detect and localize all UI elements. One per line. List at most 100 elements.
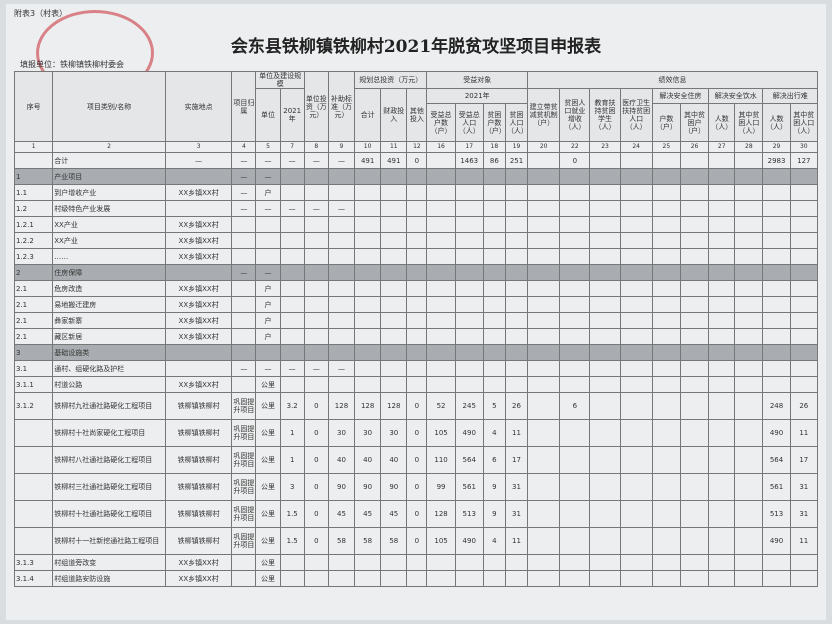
table-cell <box>734 392 764 420</box>
table-cell <box>527 280 561 297</box>
table-cell: 村道公路 <box>52 376 166 393</box>
table-cell <box>679 200 710 217</box>
table-cell <box>482 296 506 313</box>
table-cell: 3 <box>13 344 54 361</box>
table-cell <box>619 500 653 528</box>
table-cell: 1.5 <box>279 500 305 528</box>
table-cell: 1 <box>279 419 305 447</box>
table-cell <box>354 200 382 217</box>
table-cell <box>482 554 506 571</box>
table-cell <box>279 248 305 265</box>
table-cell <box>380 328 408 345</box>
column-header: 贫困人口（人） <box>504 103 529 142</box>
table-cell: 245 <box>454 392 484 420</box>
data-row: 1.1 到户增收产业 XX乡镇XX村 — 户 <box>13 184 819 201</box>
table-cell <box>327 376 356 393</box>
table-cell: XX乡镇XX村 <box>164 280 233 297</box>
table-cell <box>762 554 791 571</box>
table-cell <box>303 570 329 587</box>
table-cell: XX产业 <box>52 216 166 233</box>
table-cell: — <box>255 152 281 169</box>
table-cell: 公里 <box>255 376 281 393</box>
table-cell <box>504 184 529 201</box>
table-cell <box>406 344 428 361</box>
table-cell: 17 <box>789 446 819 474</box>
table-cell: 藏区新居 <box>52 328 166 345</box>
table-cell <box>762 376 791 393</box>
table-cell: — <box>255 360 281 377</box>
table-cell: — <box>255 168 281 185</box>
table-cell: 3.1.1 <box>13 376 54 393</box>
table-cell <box>679 312 710 329</box>
table-cell <box>327 248 356 265</box>
table-cell: 2.1 <box>13 328 54 345</box>
table-cell <box>651 232 681 249</box>
table-cell: 1.2.1 <box>13 216 54 233</box>
table-cell <box>619 280 653 297</box>
table-cell <box>426 328 456 345</box>
column-number: 7 <box>279 141 305 153</box>
table-cell <box>454 376 484 393</box>
table-cell <box>789 216 819 233</box>
table-cell: 30 <box>327 419 356 447</box>
table-cell <box>527 328 561 345</box>
table-cell <box>589 473 621 501</box>
table-cell <box>789 168 819 185</box>
table-cell <box>527 232 561 249</box>
table-cell <box>354 184 382 201</box>
table-cell: 490 <box>454 419 484 447</box>
table-cell <box>559 500 591 528</box>
table-cell: — <box>255 200 281 217</box>
unit-label: 填报单位： <box>20 60 60 69</box>
table-cell <box>527 296 561 313</box>
table-cell <box>619 554 653 571</box>
table-cell: 2.1 <box>13 296 54 313</box>
table-cell: 128 <box>426 500 456 528</box>
group-header: 规划总投资（万元） <box>354 71 428 89</box>
table-cell <box>380 296 408 313</box>
column-number: 20 <box>527 141 561 153</box>
table-cell <box>426 200 456 217</box>
table-cell <box>327 184 356 201</box>
table-cell <box>734 184 764 201</box>
table-cell <box>651 312 681 329</box>
table-cell <box>454 232 484 249</box>
table-cell <box>255 248 281 265</box>
table-cell <box>589 392 621 420</box>
table-cell <box>406 360 428 377</box>
column-number: 9 <box>327 141 356 153</box>
data-row: 铁柳村十社尚家硬化工程项目 铁柳镇铁柳村 巩固提升项目 公里 1 0 30 30 30 0 105 4… <box>13 419 819 447</box>
table-cell <box>327 216 356 233</box>
table-cell <box>406 280 428 297</box>
table-cell <box>762 200 791 217</box>
table-cell: 90 <box>354 473 382 501</box>
table-cell <box>380 344 408 361</box>
table-cell: 铁柳村十社通社路硬化工程项目 <box>52 500 166 528</box>
table-cell <box>482 344 506 361</box>
table-cell: 127 <box>789 152 819 169</box>
table-cell: XX乡镇XX村 <box>164 554 233 571</box>
data-row: 2.1 危房改造 XX乡镇XX村 户 <box>13 280 819 297</box>
table-cell: — <box>279 152 305 169</box>
data-row: 3.1.2 铁柳村九社通社路硬化工程项目 铁柳镇铁柳村 巩固提升项目 公里 3.2 0 128… <box>13 392 819 420</box>
table-cell <box>164 344 233 361</box>
table-cell <box>679 280 710 297</box>
column-number: 12 <box>406 141 428 153</box>
table-cell: …… <box>52 248 166 265</box>
table-cell <box>327 570 356 587</box>
table-cell <box>255 216 281 233</box>
table-cell <box>380 184 408 201</box>
table-cell <box>789 296 819 313</box>
table-cell <box>426 280 456 297</box>
table-cell <box>734 168 764 185</box>
table-cell: 产业项目 <box>52 168 166 185</box>
table-cell <box>679 527 710 555</box>
table-cell <box>589 248 621 265</box>
table-cell <box>559 473 591 501</box>
table-cell: 0 <box>559 152 591 169</box>
table-cell <box>651 527 681 555</box>
table-cell <box>231 570 257 587</box>
table-cell <box>406 248 428 265</box>
table-cell <box>482 232 506 249</box>
table-cell <box>426 312 456 329</box>
